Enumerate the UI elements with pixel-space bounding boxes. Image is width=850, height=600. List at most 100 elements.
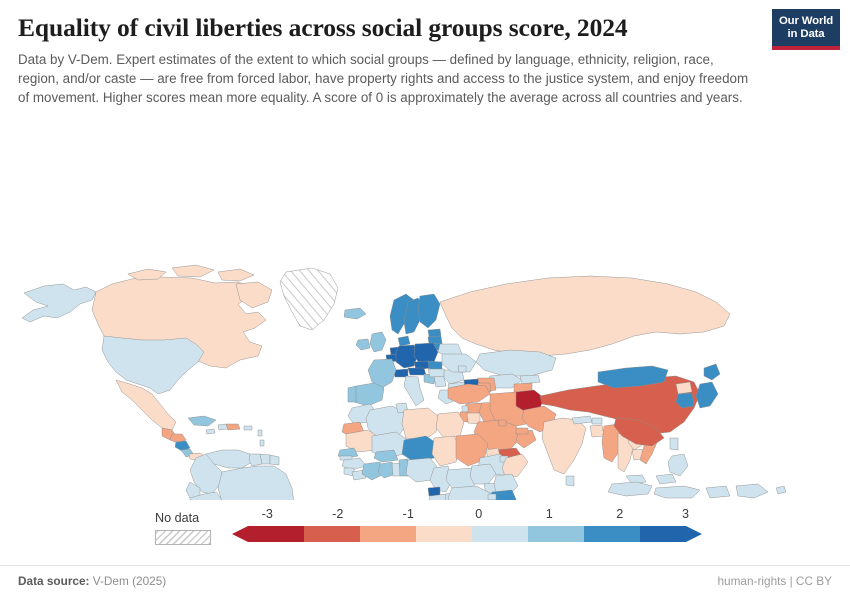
country-china-south[interactable]: [613, 417, 665, 447]
country-bangladesh[interactable]: [589, 424, 605, 438]
country-mongolia[interactable]: [597, 365, 669, 389]
country-portugal[interactable]: [347, 385, 357, 403]
country-oman[interactable]: [515, 429, 537, 449]
country-democratic-republic-of-congo[interactable]: [447, 485, 493, 500]
country-united-kingdom[interactable]: [369, 331, 387, 353]
legend-bucket-0[interactable]: [232, 526, 304, 542]
country-philippines[interactable]: [667, 453, 689, 477]
owid-logo[interactable]: Our World in Data: [772, 9, 840, 51]
country-turkey[interactable]: [447, 383, 491, 405]
country-french-guiana[interactable]: [269, 454, 280, 466]
country-lebanon[interactable]: [461, 405, 469, 413]
legend-bucket-2[interactable]: [360, 526, 416, 542]
country-hungary[interactable]: [427, 368, 447, 378]
legend-tick-3: 3: [682, 507, 690, 521]
legend-bucket-4[interactable]: [472, 526, 528, 542]
country-suriname[interactable]: [259, 453, 271, 465]
country-guyana[interactable]: [248, 453, 263, 467]
country-mexico[interactable]: [115, 379, 177, 431]
country-rwanda[interactable]: [487, 493, 497, 500]
country-alaska[interactable]: [21, 283, 97, 323]
country-canada-arctic-2[interactable]: [171, 264, 215, 278]
country-cameroon[interactable]: [429, 465, 453, 493]
country-malaysia[interactable]: [625, 473, 677, 485]
country-ireland[interactable]: [355, 338, 371, 351]
country-jamaica[interactable]: [205, 428, 216, 435]
country-somalia[interactable]: [501, 453, 529, 479]
country-uae[interactable]: [515, 427, 529, 435]
country-chad[interactable]: [431, 435, 461, 467]
country-canada-arctic-3[interactable]: [217, 268, 255, 282]
country-ghana[interactable]: [377, 461, 397, 479]
country-gabon[interactable]: [428, 493, 450, 500]
country-lesser-antilles[interactable]: [257, 429, 265, 447]
legend-tick-labels: -3 -2 -1 0 1 2 3: [232, 505, 702, 523]
country-austria[interactable]: [407, 367, 427, 376]
country-bhutan[interactable]: [591, 417, 603, 425]
country-india[interactable]: [541, 417, 587, 475]
country-ukraine[interactable]: [441, 353, 477, 373]
country-brazil[interactable]: [217, 465, 294, 500]
country-france[interactable]: [367, 358, 397, 389]
country-greenland[interactable]: [279, 267, 339, 331]
region-europe: [343, 293, 477, 407]
country-egypt[interactable]: [435, 411, 465, 439]
country-sri-lanka[interactable]: [565, 475, 575, 487]
footer-attribution[interactable]: human-rights | CC BY: [717, 574, 832, 588]
country-italy[interactable]: [403, 375, 425, 407]
country-kazakhstan[interactable]: [475, 349, 557, 377]
world-map-container[interactable]: [0, 132, 850, 500]
legend-gradient-bar[interactable]: [232, 526, 702, 542]
legend-bucket-1[interactable]: [304, 526, 360, 542]
data-source-value: V-Dem (2025): [92, 574, 167, 588]
legend-no-data-swatch[interactable]: [155, 529, 211, 545]
country-niger[interactable]: [401, 435, 439, 463]
country-canada-arctic-1[interactable]: [127, 268, 167, 281]
country-ivory-coast[interactable]: [361, 461, 385, 481]
legend-bucket-6[interactable]: [584, 526, 640, 542]
country-north-korea[interactable]: [675, 381, 693, 395]
country-estonia[interactable]: [427, 328, 442, 338]
country-indonesia[interactable]: [607, 481, 731, 499]
country-denmark[interactable]: [397, 335, 411, 347]
country-russia[interactable]: [439, 275, 731, 357]
legend-bucket-7[interactable]: [640, 526, 702, 542]
legend-tick-1: 1: [545, 507, 553, 521]
country-taiwan[interactable]: [669, 437, 679, 451]
country-puerto-rico[interactable]: [243, 425, 253, 431]
country-colombia[interactable]: [189, 453, 223, 495]
country-kyrgyzstan[interactable]: [519, 374, 541, 385]
legend-bucket-3[interactable]: [416, 526, 472, 542]
legend-color-scale[interactable]: -3 -2 -1 0 1 2 3: [232, 505, 702, 555]
country-japan[interactable]: [695, 363, 721, 409]
region-south-america: [185, 449, 294, 500]
country-dominican-republic[interactable]: [225, 423, 241, 431]
country-equatorial-guinea[interactable]: [427, 486, 441, 497]
country-tanzania[interactable]: [488, 489, 518, 500]
country-peru[interactable]: [189, 491, 228, 500]
country-south-korea[interactable]: [675, 392, 695, 409]
country-slovakia[interactable]: [427, 360, 443, 370]
country-iceland[interactable]: [343, 307, 367, 320]
legend-no-data-group[interactable]: No data: [155, 512, 245, 545]
country-moldova[interactable]: [457, 365, 467, 373]
chart-header: Equality of civil liberties across socia…: [0, 0, 850, 107]
country-finland[interactable]: [417, 293, 441, 329]
country-solomon-islands[interactable]: [775, 485, 787, 495]
map-legend[interactable]: No data -3 -2 -1 0 1 2 3: [0, 505, 850, 555]
legend-bucket-5[interactable]: [528, 526, 584, 542]
country-poland[interactable]: [413, 342, 439, 365]
country-guinea[interactable]: [341, 457, 367, 471]
country-latvia[interactable]: [427, 335, 443, 345]
country-togo[interactable]: [391, 462, 401, 477]
country-libya[interactable]: [401, 407, 439, 441]
country-baffin-island[interactable]: [235, 281, 273, 309]
country-united-states[interactable]: [101, 335, 205, 395]
country-cuba[interactable]: [187, 415, 217, 427]
world-choropleth-map[interactable]: [0, 132, 850, 500]
country-burkina-faso[interactable]: [373, 449, 399, 463]
country-nepal[interactable]: [571, 415, 593, 425]
legend-bar-svg[interactable]: [232, 526, 702, 542]
country-kuwait[interactable]: [497, 419, 507, 427]
country-papua-new-guinea[interactable]: [735, 483, 769, 499]
